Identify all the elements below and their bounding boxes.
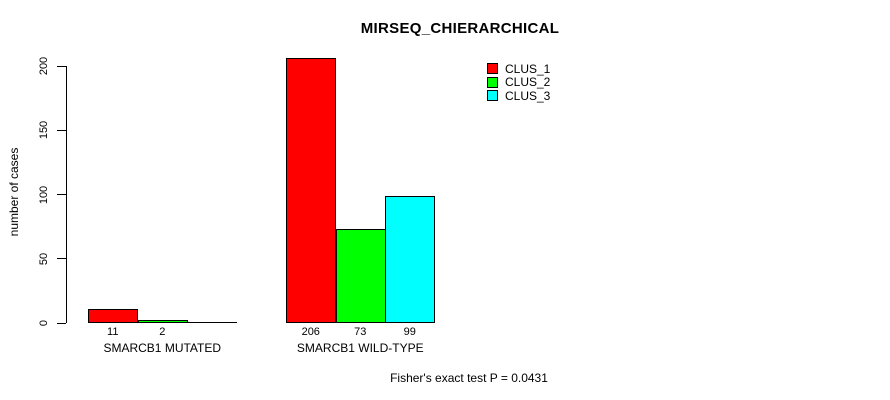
y-axis-tick xyxy=(57,258,66,260)
y-axis-line xyxy=(66,66,67,323)
legend-row: CLUS_2 xyxy=(487,75,551,90)
bar-value-label: 2 xyxy=(159,326,166,338)
bar-value-label: 11 xyxy=(107,326,119,338)
bar-clus-3-group0 xyxy=(187,322,237,323)
legend-label: CLUS_2 xyxy=(505,75,551,90)
bar-value-label: 206 xyxy=(301,326,320,338)
legend-swatch-icon xyxy=(487,63,498,75)
x-category-label: SMARCB1 MUTATED xyxy=(103,341,222,355)
legend-row: CLUS_1 xyxy=(487,62,550,76)
bar-clus-2-group0 xyxy=(137,320,188,323)
legend-label: CLUS_3 xyxy=(505,88,551,103)
y-axis-tick-label: 200 xyxy=(38,56,50,76)
y-axis-tick xyxy=(57,129,66,131)
legend-label: CLUS_1 xyxy=(505,61,551,76)
y-axis-tick xyxy=(57,322,66,324)
legend-swatch-icon xyxy=(487,76,498,88)
y-axis-tick-label: 0 xyxy=(38,319,50,327)
bar-clus-1-group0 xyxy=(88,309,138,323)
bar-clus-1-group1 xyxy=(286,58,336,323)
legend-row: CLUS_3 xyxy=(487,89,550,103)
y-axis-title: number of cases xyxy=(7,147,21,237)
bar-clus-2-group1 xyxy=(335,229,386,323)
bar-clus-3-group1 xyxy=(385,196,435,323)
y-axis-tick-label: 100 xyxy=(38,185,50,204)
chart-title: MIRSEQ_CHIERARCHICAL xyxy=(360,20,560,37)
legend-swatch-icon xyxy=(487,90,498,102)
bar-value-label: 73 xyxy=(354,326,367,338)
y-axis-tick-label: 50 xyxy=(38,252,50,265)
x-category-label: SMARCB1 WILD-TYPE xyxy=(296,341,424,355)
y-axis-tick xyxy=(57,65,66,67)
stat-annotation: Fisher's exact test P = 0.0431 xyxy=(390,371,548,385)
y-axis-tick xyxy=(57,194,66,195)
bar-value-label: 99 xyxy=(403,326,416,338)
legend: CLUS_1 CLUS_2 CLUS_3 xyxy=(487,62,550,103)
y-axis-tick-label: 150 xyxy=(38,121,50,140)
